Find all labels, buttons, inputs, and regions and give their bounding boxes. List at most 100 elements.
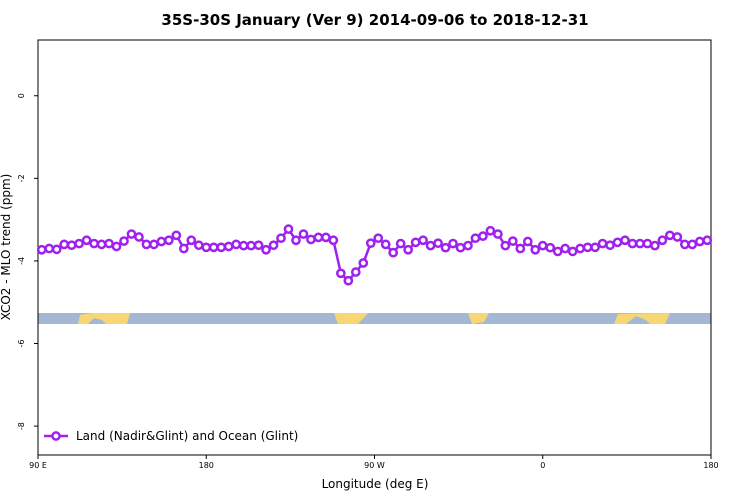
data-point	[552, 246, 563, 257]
data-point	[500, 240, 511, 251]
data-point	[246, 240, 256, 251]
data-point	[448, 238, 458, 249]
data-point	[380, 239, 391, 250]
data-point	[321, 232, 331, 243]
data-point	[201, 242, 212, 253]
data-point	[365, 238, 376, 249]
data-point	[149, 239, 159, 250]
data-point	[59, 239, 70, 250]
data-point	[231, 239, 242, 250]
data-point	[81, 235, 92, 246]
data-point	[440, 242, 451, 253]
data-point	[164, 235, 174, 246]
data-point	[208, 242, 219, 253]
data-point	[522, 236, 533, 247]
data-point	[425, 240, 436, 251]
data-point	[283, 224, 294, 234]
data-point	[96, 239, 107, 250]
data-point	[687, 239, 698, 250]
data-point	[537, 240, 548, 251]
data-point	[298, 229, 309, 239]
data-point	[134, 232, 144, 242]
y-tick-label: -8	[17, 422, 26, 430]
data-point	[328, 235, 339, 246]
data-point	[679, 239, 690, 250]
data-point	[276, 233, 286, 244]
data-point	[463, 240, 473, 251]
x-tick-label: 180	[703, 461, 718, 470]
data-point	[590, 242, 600, 253]
x-tick-label: 90 E	[29, 461, 47, 470]
data-point	[627, 238, 638, 249]
data-point	[530, 244, 541, 255]
data-point	[156, 236, 167, 247]
chart-title: 35S-30S January (Ver 9) 2014-09-06 to 20…	[161, 11, 588, 29]
data-point	[350, 267, 361, 277]
data-point	[171, 230, 182, 241]
data-point	[694, 236, 705, 247]
data-point	[306, 234, 316, 245]
data-point	[582, 242, 593, 253]
data-point	[567, 246, 578, 257]
y-axis-label: XCO2 - MLO trend (ppm)	[0, 174, 13, 321]
data-point	[418, 235, 428, 246]
y-tick-label: -2	[17, 174, 26, 182]
data-point	[657, 235, 668, 246]
legend-label: Land (Nadir&Glint) and Ocean (Glint)	[76, 429, 298, 443]
data-point	[216, 242, 227, 253]
data-point	[291, 235, 301, 246]
data-point	[336, 268, 346, 279]
data-point	[141, 239, 152, 250]
x-axis-label: Longitude (deg E)	[322, 477, 429, 491]
data-point	[238, 240, 249, 251]
data-point	[605, 240, 615, 251]
data-point	[642, 238, 653, 249]
data-point	[358, 258, 369, 268]
data-point	[253, 240, 264, 251]
data-point	[111, 241, 122, 252]
data-point	[223, 241, 234, 252]
data-point	[395, 238, 406, 249]
data-point	[403, 244, 413, 255]
data-point	[507, 236, 518, 246]
data-point	[104, 238, 114, 249]
data-point	[119, 236, 129, 246]
data-point	[74, 238, 84, 249]
data-point	[560, 243, 571, 254]
data-point	[470, 233, 481, 244]
data-point	[515, 243, 526, 254]
data-point	[485, 225, 496, 236]
data-point	[44, 243, 55, 254]
data-point	[51, 244, 62, 255]
data-point	[66, 240, 77, 251]
data-point	[545, 242, 556, 253]
data-point	[388, 247, 399, 258]
data-point	[665, 230, 675, 241]
data-point	[193, 240, 204, 251]
data-point	[36, 244, 47, 255]
data-point	[620, 235, 630, 246]
data-point	[478, 231, 488, 241]
data-point	[343, 275, 354, 286]
data-point	[373, 233, 384, 244]
y-tick-label: -4	[17, 257, 26, 265]
data-point	[612, 237, 623, 248]
y-tick-label: -6	[17, 340, 26, 348]
data-point	[597, 238, 608, 249]
data-point	[261, 244, 271, 255]
data-point	[635, 238, 645, 249]
data-point	[410, 237, 421, 248]
data-point	[186, 235, 197, 246]
x-tick-label: 0	[540, 461, 545, 470]
data-point	[89, 238, 99, 249]
data-point	[702, 235, 713, 246]
data-point	[126, 229, 137, 239]
data-point	[178, 243, 189, 254]
y-tick-label: 0	[17, 93, 26, 98]
map-strip	[38, 313, 711, 324]
data-point	[650, 240, 660, 251]
data-point	[268, 240, 279, 251]
data-point	[575, 243, 585, 254]
x-tick-label: 180	[199, 461, 214, 470]
